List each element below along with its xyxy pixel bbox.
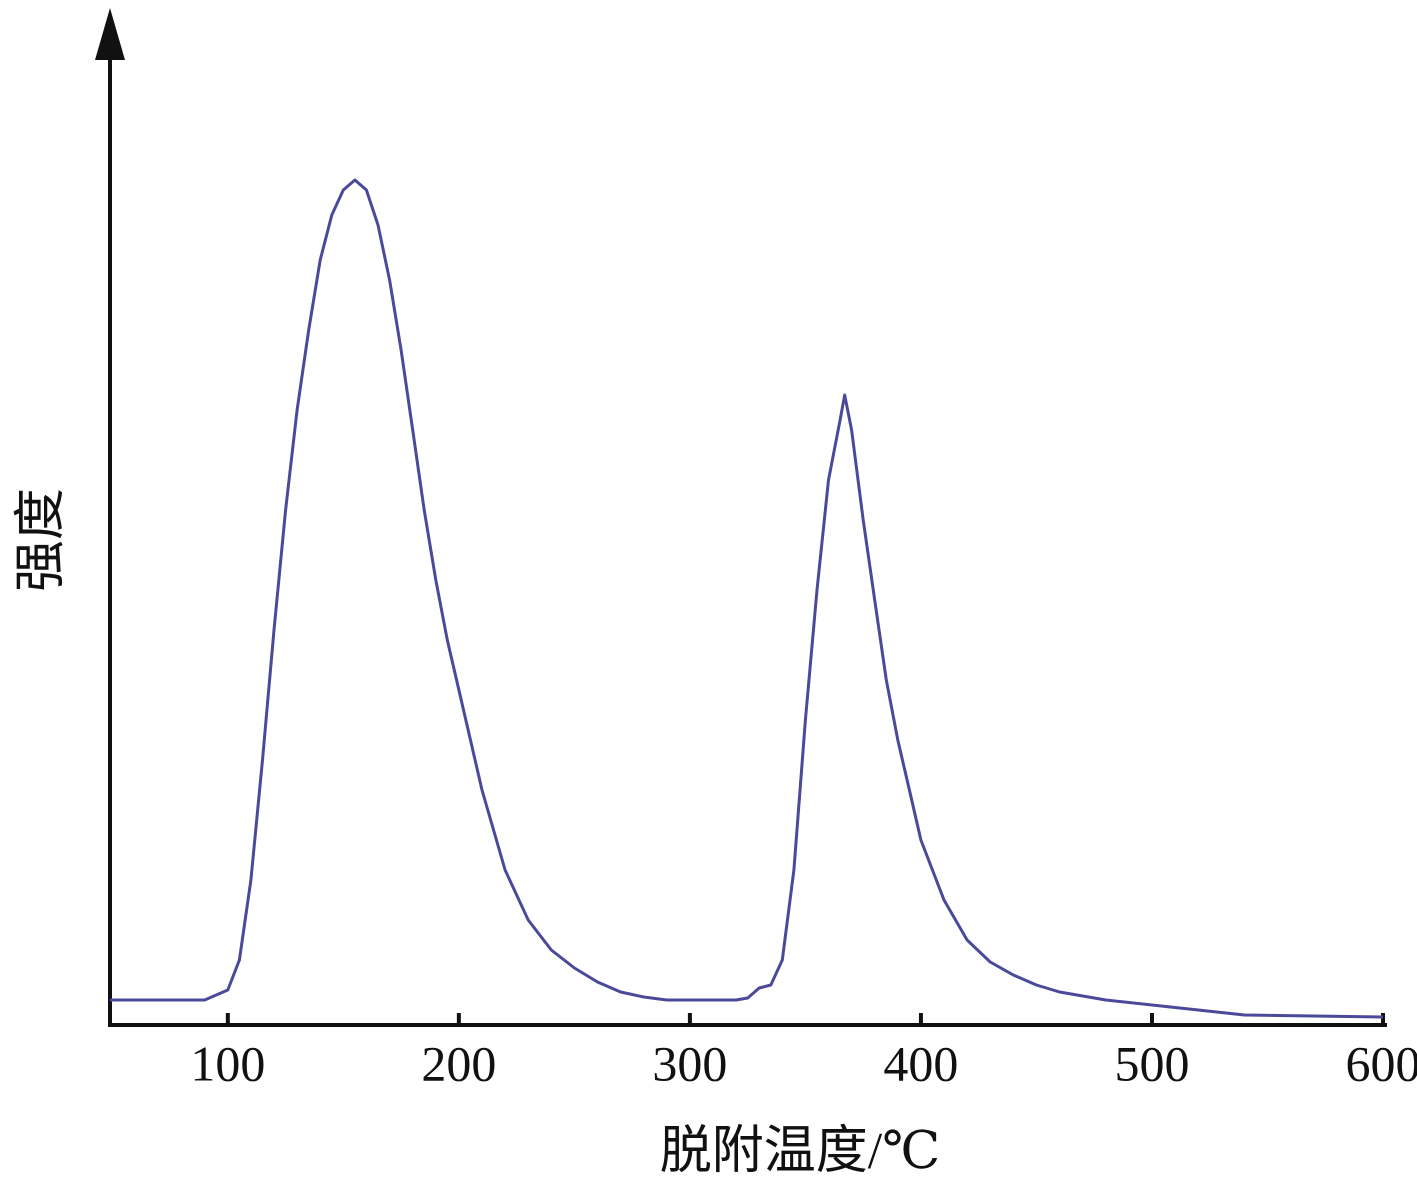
x-tick-label: 100: [190, 1035, 265, 1091]
x-tick-label: 600: [1346, 1035, 1417, 1091]
x-axis-title: 脱附温度/℃: [660, 1123, 941, 1180]
y-axis-title: 强度: [13, 488, 70, 592]
x-tick-label: 200: [421, 1035, 496, 1091]
y-axis-arrow: [95, 8, 125, 60]
x-tick-label: 400: [883, 1035, 958, 1091]
data-line: [110, 178, 1384, 1019]
x-tick-label: 500: [1114, 1035, 1189, 1091]
x-tick-label: 300: [652, 1035, 727, 1091]
